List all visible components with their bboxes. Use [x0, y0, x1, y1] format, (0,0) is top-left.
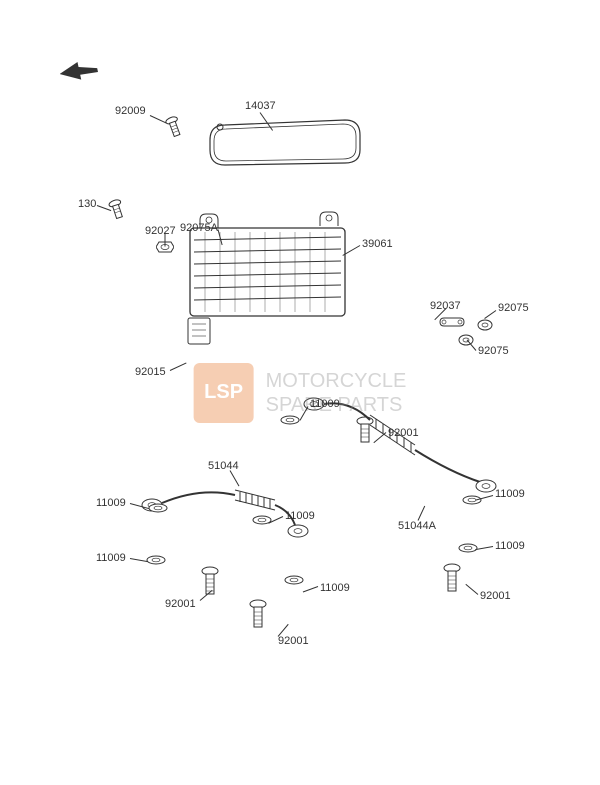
part-label-11009b: 11009 — [96, 497, 126, 509]
part-gasket-11009-c2 — [284, 572, 304, 582]
leader-line — [303, 586, 318, 592]
part-label-92075: 92075 — [498, 302, 529, 314]
watermark-line1: MOTORCYCLE — [266, 369, 407, 393]
part-gasket-11009-top — [280, 412, 300, 422]
watermark-logo-text: LSP — [204, 381, 243, 404]
part-label-92001b: 92001 — [165, 598, 196, 610]
part-label-92015: 92015 — [135, 366, 166, 378]
part-bolt-92009 — [161, 113, 186, 142]
part-label-92001d: 92001 — [480, 590, 511, 602]
part-gasket-11009-l2 — [146, 552, 166, 562]
part-label-92009: 92009 — [115, 105, 146, 117]
part-label-11009a: 11009 — [310, 398, 340, 410]
part-label-92075b: 92075 — [478, 345, 509, 357]
part-label-14037: 14037 — [245, 100, 276, 112]
part-label-92027: 92027 — [145, 225, 176, 237]
parts-diagram: LSP MOTORCYCLE SPARE PARTS 9200914037130… — [0, 0, 600, 785]
part-label-11009c: 11009 — [285, 510, 315, 522]
part-damper-92075-1 — [477, 318, 493, 330]
part-banjo-bolt-92001-c — [248, 598, 268, 630]
part-label-130: 130 — [78, 198, 96, 210]
part-label-92001c: 92001 — [278, 635, 309, 647]
leader-line — [465, 584, 478, 595]
part-label-51044A: 51044A — [398, 520, 436, 532]
part-gasket-11009-l1 — [148, 500, 168, 510]
leader-line — [170, 362, 187, 371]
part-label-11009e: 11009 — [96, 552, 126, 564]
direction-arrow-icon — [60, 62, 98, 91]
part-label-11009g: 11009 — [320, 582, 350, 594]
part-banjo-bolt-92001-r — [442, 562, 462, 594]
watermark-logo-icon: LSP — [194, 363, 254, 423]
part-gasket-11009-c1 — [252, 512, 272, 522]
part-label-39061: 39061 — [362, 238, 393, 250]
part-label-11009d: 11009 — [495, 488, 525, 500]
part-screen-14037 — [200, 115, 370, 170]
part-gasket-11009-r1 — [462, 492, 482, 502]
leader-line — [165, 233, 166, 247]
part-clamp-92037 — [438, 314, 466, 324]
part-label-92075A: 92075A — [180, 222, 218, 234]
part-label-11009f: 11009 — [495, 540, 525, 552]
part-label-92001a: 92001 — [388, 427, 419, 439]
part-label-92037: 92037 — [430, 300, 461, 312]
part-label-51044: 51044 — [208, 460, 239, 472]
